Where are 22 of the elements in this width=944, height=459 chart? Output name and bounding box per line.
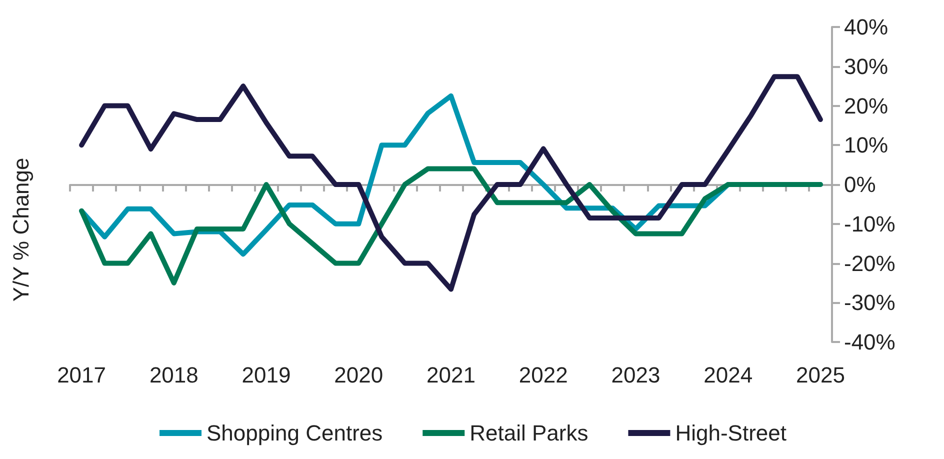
x-tick-label: 2017 — [57, 362, 106, 388]
y-axis-title: Y/Y % Change — [8, 158, 34, 302]
legend-label: Shopping Centres — [206, 420, 383, 446]
y-tick-label: 0% — [844, 172, 876, 197]
x-tick-label: 2025 — [796, 362, 845, 388]
x-tick-label: 2019 — [242, 362, 291, 388]
y-tick-label: -40% — [844, 330, 896, 354]
x-tick-label: 2018 — [149, 362, 198, 388]
x-tick-label: 2020 — [334, 362, 384, 388]
y-tick-label: 10% — [844, 132, 888, 158]
x-tick-label: 2023 — [611, 362, 660, 388]
y-tick-label: 30% — [844, 54, 888, 79]
y-tick-label: -20% — [844, 250, 896, 276]
legend-label: High-Street — [675, 420, 787, 446]
x-tick-label: 2022 — [518, 362, 568, 388]
legend-label: Retail Parks — [470, 420, 588, 446]
y-tick-label: -10% — [844, 211, 896, 236]
x-tick-label: 2024 — [704, 362, 753, 388]
y-tick-label: 20% — [844, 93, 888, 118]
y-tick-label: 40% — [844, 14, 888, 40]
x-tick-label: 2021 — [426, 362, 476, 388]
y-tick-label: -30% — [844, 290, 896, 316]
